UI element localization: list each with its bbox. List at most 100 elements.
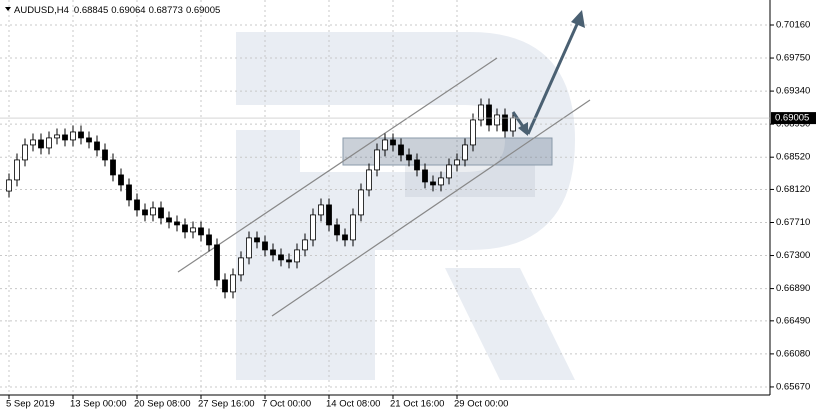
- y-tick-label: 0.66490: [776, 315, 810, 326]
- candle-body: [478, 104, 484, 121]
- x-tick-label: 14 Oct 08:00: [326, 399, 380, 410]
- header-high: 0.69064: [111, 5, 145, 16]
- candle-body: [374, 149, 380, 171]
- channel-lower: [271, 99, 591, 317]
- candle-body: [206, 234, 212, 246]
- candle-body: [486, 104, 492, 126]
- candle-body: [158, 207, 164, 219]
- candles: [6, 98, 516, 299]
- candle-body: [38, 139, 44, 149]
- candle-body: [238, 257, 244, 276]
- candle-body: [334, 224, 340, 236]
- x-tick-label: 5 Sep 2019: [6, 399, 55, 410]
- candle-body: [54, 134, 60, 139]
- candle-body: [302, 239, 308, 251]
- candle-body: [30, 139, 36, 146]
- grid: [0, 0, 770, 395]
- header-close: 0.69005: [186, 5, 220, 16]
- chart-header: AUDUSD,H4 0.68845 0.69064 0.68773 0.69005: [14, 5, 220, 16]
- candle-body: [78, 131, 84, 139]
- candle-body: [390, 139, 396, 146]
- candle-body: [262, 241, 268, 251]
- candle-body: [110, 159, 116, 176]
- candle-body: [102, 149, 108, 161]
- y-tick-label: 0.70160: [776, 20, 810, 31]
- channel-upper: [177, 57, 498, 273]
- candle-body: [142, 209, 148, 216]
- candle-body: [454, 159, 460, 166]
- candle-body: [350, 214, 356, 241]
- candle-body: [182, 224, 188, 233]
- candle-body: [310, 214, 316, 241]
- candle-body: [422, 169, 428, 183]
- x-tick-label: 20 Sep 08:00: [134, 399, 191, 410]
- symbol: AUDUSD,H4: [14, 5, 69, 16]
- forecast-arrows: [511, 10, 585, 136]
- y-tick-label: 0.68520: [776, 152, 810, 163]
- candle-body: [134, 199, 140, 211]
- candle-body: [326, 204, 332, 226]
- candle-body: [406, 154, 412, 161]
- candle-body: [14, 159, 20, 181]
- watermark: [236, 32, 575, 380]
- x-tick-label: 7 Oct 00:00: [262, 399, 311, 410]
- candle-body: [118, 174, 124, 186]
- candle-body: [502, 114, 508, 132]
- candle-body: [94, 141, 100, 151]
- y-tick-label: 0.67300: [776, 250, 810, 261]
- axes: 0.70160 0.69750 0.69340 0.68930 0.68520 0.681…: [0, 20, 816, 410]
- menu-triangle: [5, 7, 11, 11]
- candle-body: [462, 144, 468, 161]
- candle-body: [414, 159, 420, 171]
- y-tick-label: 0.68930: [776, 119, 810, 130]
- y-tick-label: 0.69750: [776, 53, 810, 64]
- candle-body: [358, 189, 364, 216]
- last-price-box: [771, 112, 816, 125]
- x-tick-label: 27 Sep 16:00: [198, 399, 255, 410]
- candle-body: [438, 177, 444, 186]
- header-open: 0.68845: [74, 5, 108, 16]
- candle-body: [70, 131, 76, 141]
- y-tick-label: 0.65670: [776, 381, 810, 392]
- last-price-label: 0.69005: [775, 113, 809, 124]
- candle-body: [398, 144, 404, 156]
- candle-body: [246, 237, 252, 259]
- y-tick-label: 0.67710: [776, 217, 810, 228]
- candle-body: [342, 234, 348, 241]
- candle-body: [6, 179, 12, 192]
- candle-body: [198, 227, 204, 236]
- candle-body: [366, 169, 372, 191]
- candle-body: [278, 254, 284, 261]
- candle-body: [318, 204, 324, 216]
- candle-body: [126, 184, 132, 201]
- candle-body: [190, 227, 196, 233]
- candle-body: [22, 144, 28, 161]
- y-tick-label: 0.68120: [776, 184, 810, 195]
- candle-body: [446, 164, 452, 179]
- x-tick-label: 13 Sep 00:00: [70, 399, 127, 410]
- candle-body: [470, 119, 476, 146]
- candle-body: [150, 207, 156, 216]
- candle-body: [214, 244, 220, 281]
- x-tick-label: 29 Oct 00:00: [454, 399, 508, 410]
- candle-body: [166, 217, 172, 223]
- candle-body: [294, 249, 300, 263]
- candle-body: [222, 279, 228, 293]
- candle-body: [382, 139, 388, 151]
- header-low: 0.68773: [149, 5, 183, 16]
- candle-body: [62, 134, 68, 141]
- candle-body: [174, 221, 180, 226]
- x-tick-label: 21 Oct 16:00: [390, 399, 444, 410]
- candle-body: [254, 237, 260, 243]
- candle-body: [270, 249, 276, 256]
- candle-body: [494, 114, 500, 126]
- candle-body: [46, 137, 52, 149]
- candle-body: [286, 259, 292, 263]
- candle-body: [86, 137, 92, 143]
- y-tick-label: 0.66080: [776, 348, 810, 359]
- candle-body: [430, 181, 436, 186]
- candle-body: [230, 274, 236, 293]
- candle-body: [510, 117, 516, 132]
- y-tick-label: 0.66890: [776, 283, 810, 294]
